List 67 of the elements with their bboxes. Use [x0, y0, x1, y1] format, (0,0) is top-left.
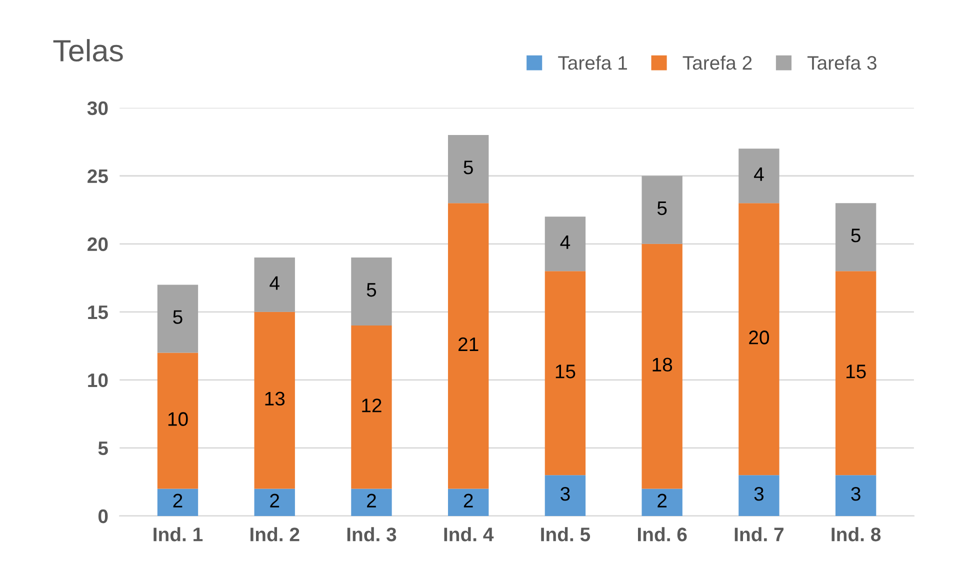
data-label: 2 [464, 494, 473, 508]
bar [254, 257, 295, 312]
y-tick-label: 20 [88, 237, 108, 252]
bar [254, 312, 295, 489]
data-label: 18 [652, 358, 672, 372]
bar [157, 352, 198, 489]
data-label: 20 [749, 330, 769, 344]
y-tick-label: 30 [87, 101, 108, 116]
data-label: 4 [754, 168, 764, 181]
bar [448, 135, 489, 204]
legend-label: Tarefa 2 [682, 56, 752, 70]
legend-label: Tarefa 1 [558, 56, 627, 70]
x-tick-label: Ind. 3 [347, 527, 396, 542]
bar [835, 203, 876, 272]
bar [738, 475, 780, 516]
data-label: 13 [265, 392, 285, 406]
data-label: 5 [366, 283, 376, 297]
data-label: 3 [754, 487, 764, 501]
x-tick-label: Ind. 4 [444, 527, 494, 542]
data-label: 15 [556, 364, 576, 378]
data-label: 15 [846, 364, 866, 378]
y-tick-label: 25 [88, 169, 108, 184]
bar [351, 326, 392, 489]
data-label: 5 [657, 202, 667, 216]
data-label: 3 [851, 487, 860, 501]
bar [544, 271, 586, 476]
y-tick-label: 15 [88, 306, 108, 320]
data-label: 5 [173, 310, 182, 324]
bar [835, 271, 876, 476]
bar [642, 488, 682, 516]
x-tick-label: Ind. 5 [541, 527, 590, 542]
x-tick-label: Ind. 8 [832, 527, 881, 542]
data-label: 2 [173, 494, 182, 508]
data-label: 4 [560, 236, 570, 249]
y-tick-label: 10 [88, 373, 108, 388]
data-label: 3 [560, 487, 570, 501]
bar [448, 488, 489, 516]
bar [157, 284, 198, 353]
x-tick-label: Ind. 2 [250, 527, 300, 542]
bar [351, 257, 392, 326]
data-label: 2 [658, 494, 667, 508]
x-tick-label: Ind. 6 [638, 527, 687, 542]
data-label: 5 [464, 160, 473, 174]
data-label: 4 [270, 276, 280, 290]
data-label: 5 [851, 228, 860, 242]
bar [738, 148, 780, 204]
bar [642, 176, 682, 244]
data-label: 12 [362, 398, 382, 412]
chart-title: Telas [53, 39, 123, 62]
x-tick-label: Ind. 1 [154, 527, 203, 542]
bar [254, 488, 295, 516]
legend-label: Tarefa 3 [807, 56, 876, 70]
bar [351, 488, 392, 516]
data-label: 10 [168, 412, 188, 426]
x-tick-label: Ind. 7 [734, 527, 784, 542]
bar [157, 488, 198, 516]
data-label: 21 [458, 337, 478, 351]
bar [738, 203, 780, 476]
y-tick-label: 0 [98, 509, 108, 524]
bar [642, 244, 682, 489]
bar [835, 475, 876, 516]
data-label: 2 [367, 494, 376, 508]
y-tick-label: 5 [98, 442, 108, 456]
bar [448, 203, 489, 489]
bar [544, 475, 586, 516]
data-label: 2 [270, 494, 280, 508]
bar [544, 216, 586, 272]
